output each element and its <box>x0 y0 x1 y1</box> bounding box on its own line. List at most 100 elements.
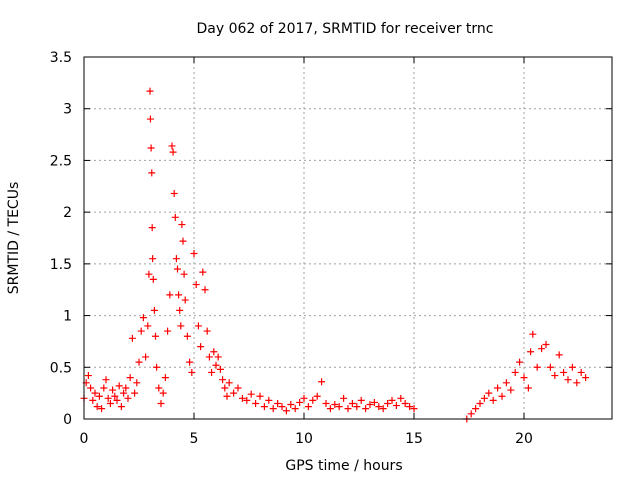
y-tick-label: 2.5 <box>50 153 72 169</box>
data-point <box>89 396 97 404</box>
y-tick-label: 3 <box>63 102 72 118</box>
data-point <box>225 379 233 387</box>
data-point <box>577 368 585 376</box>
data-point <box>188 368 196 376</box>
data-point <box>362 405 370 413</box>
data-point <box>84 372 92 380</box>
data-point <box>203 327 211 335</box>
data-point <box>322 399 330 407</box>
data-point <box>120 389 128 397</box>
data-point <box>313 392 321 400</box>
data-point <box>150 306 158 314</box>
data-point <box>375 403 383 411</box>
data-point <box>216 365 224 373</box>
data-point <box>190 250 198 258</box>
data-point <box>152 332 159 340</box>
y-tick-label: 0 <box>63 412 72 428</box>
data-point <box>230 389 238 397</box>
data-point <box>146 115 154 123</box>
data-point <box>480 394 488 402</box>
x-tick-label: 20 <box>515 431 533 447</box>
data-point <box>223 392 231 400</box>
data-point <box>178 221 186 229</box>
data-point <box>340 394 348 402</box>
data-point <box>149 275 157 283</box>
data-point <box>93 403 101 411</box>
data-point <box>296 398 304 406</box>
data-point <box>260 403 268 411</box>
data-point <box>197 343 205 351</box>
data-point <box>148 169 156 177</box>
data-point <box>221 384 229 392</box>
data-point <box>252 399 260 407</box>
data-point <box>353 403 361 411</box>
data-point <box>476 399 484 407</box>
data-point <box>234 384 242 392</box>
data-point <box>194 322 202 330</box>
data-point <box>137 327 145 335</box>
data-point <box>128 334 136 342</box>
y-tick-label: 3.5 <box>50 50 72 66</box>
data-point <box>498 392 506 400</box>
data-point <box>410 405 418 413</box>
data-point <box>180 270 188 278</box>
data-point <box>309 396 317 404</box>
data-point <box>159 389 167 397</box>
data-point <box>117 403 125 411</box>
data-point <box>186 358 194 366</box>
data-point <box>335 403 343 411</box>
data-point <box>555 351 563 359</box>
data-point <box>331 401 339 409</box>
data-point <box>144 322 152 330</box>
data-point <box>379 405 387 413</box>
data-point <box>516 358 524 366</box>
data-point <box>291 405 299 413</box>
data-point <box>507 386 515 394</box>
data-point <box>485 389 493 397</box>
data-point <box>102 376 110 384</box>
data-points <box>80 87 590 423</box>
data-point <box>210 348 218 356</box>
data-point <box>106 399 114 407</box>
y-tick-label: 2 <box>63 205 72 221</box>
x-tick-label: 0 <box>80 431 89 447</box>
data-point <box>568 363 576 371</box>
data-point <box>133 379 141 387</box>
data-point <box>175 291 183 299</box>
data-point <box>95 392 103 400</box>
data-point <box>287 401 295 409</box>
data-point <box>201 286 209 294</box>
x-tick-label: 15 <box>405 431 423 447</box>
y-tick-label: 1.5 <box>50 257 72 273</box>
data-point <box>100 384 108 392</box>
data-point <box>366 401 374 409</box>
data-point <box>131 389 139 397</box>
data-point <box>199 268 207 276</box>
data-point <box>564 376 572 384</box>
data-point <box>168 142 176 150</box>
data-point <box>205 353 213 361</box>
data-point <box>122 384 130 392</box>
data-point <box>177 322 185 330</box>
data-point <box>551 372 559 380</box>
data-point <box>527 348 535 356</box>
data-point <box>164 327 172 335</box>
y-tick-label: 1 <box>63 309 72 325</box>
data-point <box>176 306 184 314</box>
data-point <box>172 255 180 263</box>
data-point <box>183 332 191 340</box>
data-point <box>171 213 179 221</box>
data-point <box>243 396 251 404</box>
data-point <box>126 374 134 382</box>
data-point <box>357 396 365 404</box>
data-point <box>135 358 143 366</box>
data-point <box>511 368 519 376</box>
data-point <box>533 363 541 371</box>
data-point <box>582 374 590 382</box>
data-point <box>304 403 312 411</box>
data-point <box>370 398 378 406</box>
data-point <box>214 353 222 361</box>
x-tick-label: 5 <box>190 431 199 447</box>
